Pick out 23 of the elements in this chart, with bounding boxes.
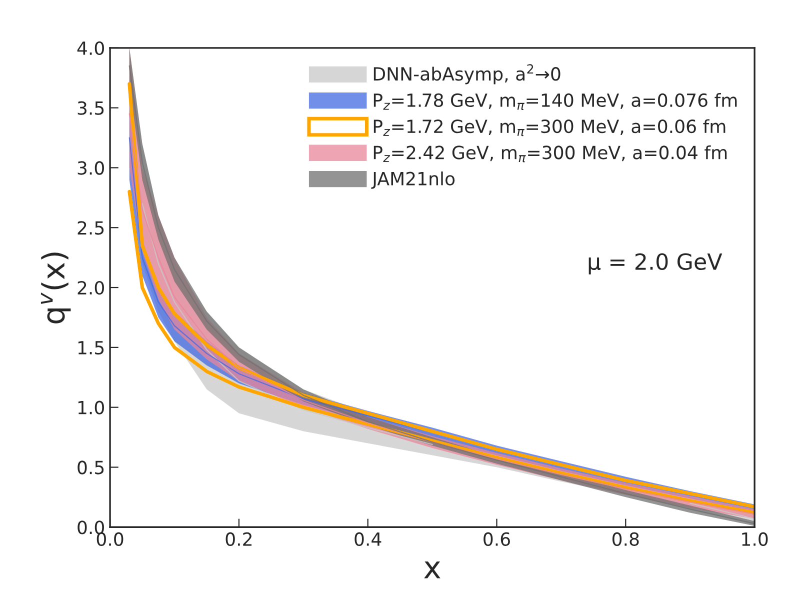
y-tick-label: 4.0 (77, 41, 104, 56)
y-tick-label: 3.5 (78, 101, 104, 115)
annotation: μ = 2.0 GeV (588, 253, 722, 274)
legend-label: DNN-abAsymp, a$^{2}$→0 (374, 64, 560, 84)
y-tick-label: 2.0 (78, 280, 104, 295)
legend-label: P$_{z}$=2.42 GeV, m$_{π}$=300 MeV, a=0.04 fm (374, 145, 727, 162)
x-tick-label: 0.2 (226, 532, 252, 546)
y-tick-label: 2.5 (78, 221, 104, 235)
y-tick-label: 1.5 (78, 341, 104, 355)
y-axis-title: q$^{v}$(x) (40, 252, 71, 324)
y-tick-label: 3.0 (78, 161, 104, 175)
legend-label: P$_{z}$=1.78 GeV, m$_{π}$=140 MeV, a=0.076 fm (374, 93, 737, 110)
y-tick-label: 1.0 (78, 400, 104, 414)
x-tick-label: 0.6 (484, 532, 510, 546)
legend-label: P$_{z}$=1.72 GeV, m$_{π}$=300 MeV, a=0.06 fm (374, 119, 726, 136)
x-tick-label: 0.0 (96, 532, 124, 546)
x-tick-label: 0.4 (354, 532, 382, 546)
x-tick-label: 0.8 (612, 532, 639, 546)
x-tick-label: 1.0 (742, 532, 768, 546)
x-axis-title: x (424, 562, 440, 578)
legend-label: JAM21nlo (371, 171, 455, 189)
y-tick-label: 0.5 (78, 460, 104, 474)
y-tick-label: 0.0 (78, 520, 104, 534)
